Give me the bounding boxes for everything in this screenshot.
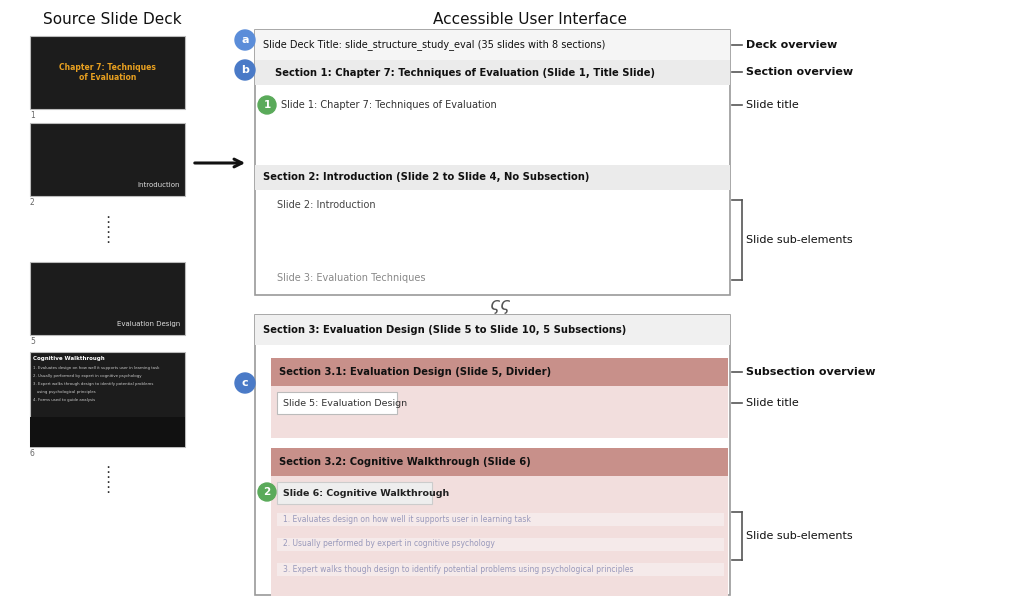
Text: ⋮: ⋮ — [99, 465, 115, 480]
Text: 1. Evaluates design on how well it supports user in learning task: 1. Evaluates design on how well it suppo… — [283, 514, 531, 523]
FancyBboxPatch shape — [277, 392, 397, 414]
Text: 2. Usually performed by expert in cognitive psychology: 2. Usually performed by expert in cognit… — [33, 374, 141, 378]
Text: Evaluation Design: Evaluation Design — [117, 321, 180, 327]
Text: ⋮: ⋮ — [99, 230, 115, 245]
FancyBboxPatch shape — [271, 358, 728, 438]
Text: Slide 6: Cognitive Walkthrough: Slide 6: Cognitive Walkthrough — [283, 488, 449, 497]
FancyBboxPatch shape — [30, 36, 184, 109]
FancyBboxPatch shape — [255, 315, 730, 345]
Circle shape — [258, 483, 276, 501]
FancyBboxPatch shape — [255, 165, 730, 190]
Text: Section 3.1: Evaluation Design (Slide 5, Divider): Section 3.1: Evaluation Design (Slide 5,… — [279, 367, 551, 377]
Text: Slide Deck Title: slide_structure_study_eval (35 slides with 8 sections): Slide Deck Title: slide_structure_study_… — [263, 40, 606, 50]
FancyBboxPatch shape — [271, 448, 728, 596]
Text: 3. Expert walks though design to identify potential problems using psychological: 3. Expert walks though design to identif… — [283, 565, 633, 574]
Text: Section 2: Introduction (Slide 2 to Slide 4, No Subsection): Section 2: Introduction (Slide 2 to Slid… — [263, 173, 589, 182]
Text: Slide sub-elements: Slide sub-elements — [746, 235, 853, 245]
Text: Section 3: Evaluation Design (Slide 5 to Slide 10, 5 Subsections): Section 3: Evaluation Design (Slide 5 to… — [263, 325, 626, 335]
Text: Subsection overview: Subsection overview — [746, 367, 875, 377]
Text: a: a — [241, 35, 249, 45]
FancyBboxPatch shape — [30, 123, 184, 196]
Text: Chapter 7: Techniques
of Evaluation: Chapter 7: Techniques of Evaluation — [59, 63, 156, 82]
Circle shape — [235, 30, 255, 50]
Text: 2. Usually performed by expert in cognitive psychology: 2. Usually performed by expert in cognit… — [283, 539, 495, 548]
FancyBboxPatch shape — [255, 60, 730, 85]
Text: 4. Forms used to guide analysis: 4. Forms used to guide analysis — [33, 398, 95, 402]
Text: Source Slide Deck: Source Slide Deck — [43, 12, 181, 27]
Text: Slide 3: Evaluation Techniques: Slide 3: Evaluation Techniques — [277, 273, 425, 283]
Text: ⋮: ⋮ — [99, 480, 115, 495]
Text: 1. Evaluates design on how well it supports user in learning task: 1. Evaluates design on how well it suppo… — [33, 366, 159, 370]
Text: Introduction: Introduction — [137, 182, 180, 188]
Text: b: b — [241, 65, 249, 75]
Text: using psychological principles: using psychological principles — [33, 390, 95, 394]
FancyBboxPatch shape — [277, 482, 432, 504]
Text: 3. Expert walks through design to identify potential problems: 3. Expert walks through design to identi… — [33, 382, 154, 386]
FancyBboxPatch shape — [255, 30, 730, 60]
Text: ς: ς — [499, 296, 509, 314]
Circle shape — [235, 60, 255, 80]
FancyBboxPatch shape — [30, 417, 184, 447]
Text: 5: 5 — [30, 337, 35, 346]
Text: 2: 2 — [30, 198, 35, 207]
Text: Accessible User Interface: Accessible User Interface — [433, 12, 627, 27]
FancyBboxPatch shape — [30, 262, 184, 335]
Text: 1: 1 — [263, 100, 271, 110]
FancyBboxPatch shape — [277, 513, 724, 526]
Text: Deck overview: Deck overview — [746, 40, 837, 50]
Text: Cognitive Walkthrough: Cognitive Walkthrough — [33, 356, 105, 361]
Text: 1: 1 — [30, 111, 35, 120]
Text: ⋮: ⋮ — [99, 215, 115, 230]
FancyBboxPatch shape — [277, 538, 724, 551]
FancyBboxPatch shape — [255, 315, 730, 595]
Text: c: c — [242, 378, 248, 388]
FancyBboxPatch shape — [255, 30, 730, 295]
FancyBboxPatch shape — [277, 563, 724, 576]
Text: Slide 5: Evaluation Design: Slide 5: Evaluation Design — [283, 398, 407, 407]
Circle shape — [258, 96, 276, 114]
FancyBboxPatch shape — [30, 352, 184, 447]
FancyBboxPatch shape — [271, 448, 728, 476]
Text: Slide title: Slide title — [746, 100, 798, 110]
Text: Slide title: Slide title — [746, 398, 798, 408]
Text: Slide sub-elements: Slide sub-elements — [746, 531, 853, 541]
FancyBboxPatch shape — [271, 358, 728, 386]
Text: Slide 1: Chapter 7: Techniques of Evaluation: Slide 1: Chapter 7: Techniques of Evalua… — [281, 100, 497, 110]
Text: Section 3.2: Cognitive Walkthrough (Slide 6): Section 3.2: Cognitive Walkthrough (Slid… — [279, 457, 531, 467]
Text: Section overview: Section overview — [746, 67, 853, 77]
Text: ς: ς — [489, 296, 499, 314]
Circle shape — [235, 373, 255, 393]
Text: 2: 2 — [263, 487, 271, 497]
Text: Section 1: Chapter 7: Techniques of Evaluation (Slide 1, Title Slide): Section 1: Chapter 7: Techniques of Eval… — [275, 67, 655, 77]
Text: 6: 6 — [30, 449, 35, 458]
Text: Slide 2: Introduction: Slide 2: Introduction — [277, 200, 375, 210]
